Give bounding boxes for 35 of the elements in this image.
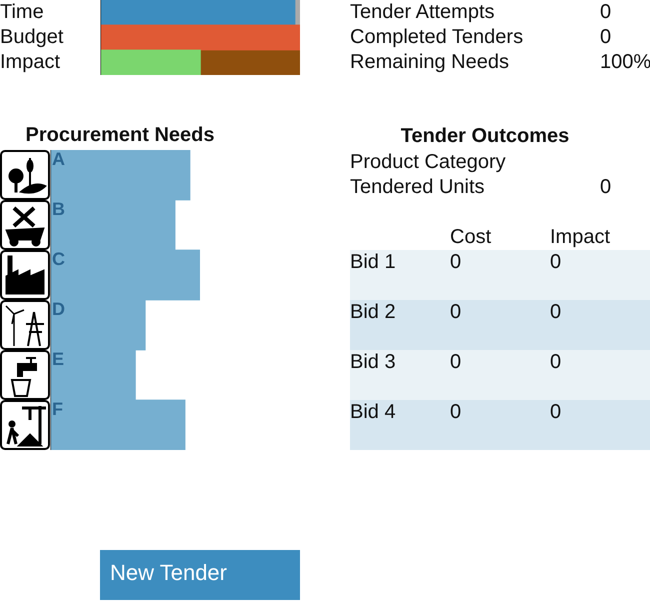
category-label: Bid 4	[350, 400, 396, 425]
y-tick-label: C	[52, 248, 65, 269]
series-label: Cost	[450, 225, 492, 250]
category-label: Tendered Units	[350, 175, 485, 200]
data-label: 0	[450, 250, 462, 275]
y-tick-label: B	[52, 198, 65, 219]
y-tick-label: Budget	[0, 25, 64, 50]
data-label: 0	[450, 400, 462, 425]
y-tick-label: Impact	[0, 50, 60, 75]
y-tick-label: A	[52, 148, 65, 169]
y-tick-label: F	[52, 398, 63, 419]
data-label: 0	[600, 0, 612, 25]
category-label: Bid 1	[350, 250, 396, 275]
text: Tender Outcomes	[400, 124, 570, 149]
text: New Tender	[110, 560, 227, 585]
data-label: 0	[550, 250, 562, 275]
data-label: 0	[600, 175, 612, 200]
category-label: Product Category	[350, 150, 506, 175]
y-tick-label: E	[52, 348, 64, 369]
data-label: 0	[450, 350, 462, 375]
data-label: 0	[450, 300, 462, 325]
data-label: 0	[550, 350, 562, 375]
category-label: Completed Tenders	[350, 25, 524, 50]
category-label: Tender Attempts	[350, 0, 495, 25]
y-tick-label: D	[52, 298, 65, 319]
chart-title: Procurement Needs	[24, 123, 216, 148]
data-label: 0	[550, 300, 562, 325]
data-label: 0	[600, 25, 612, 50]
category-label: Bid 2	[350, 300, 396, 325]
data-label: 100%	[600, 50, 650, 75]
series-label: Impact	[550, 225, 610, 250]
category-label: Remaining Needs	[350, 50, 509, 75]
y-tick-label: Time	[0, 0, 44, 25]
data-label: 0	[550, 400, 562, 425]
category-label: Bid 3	[350, 350, 396, 375]
